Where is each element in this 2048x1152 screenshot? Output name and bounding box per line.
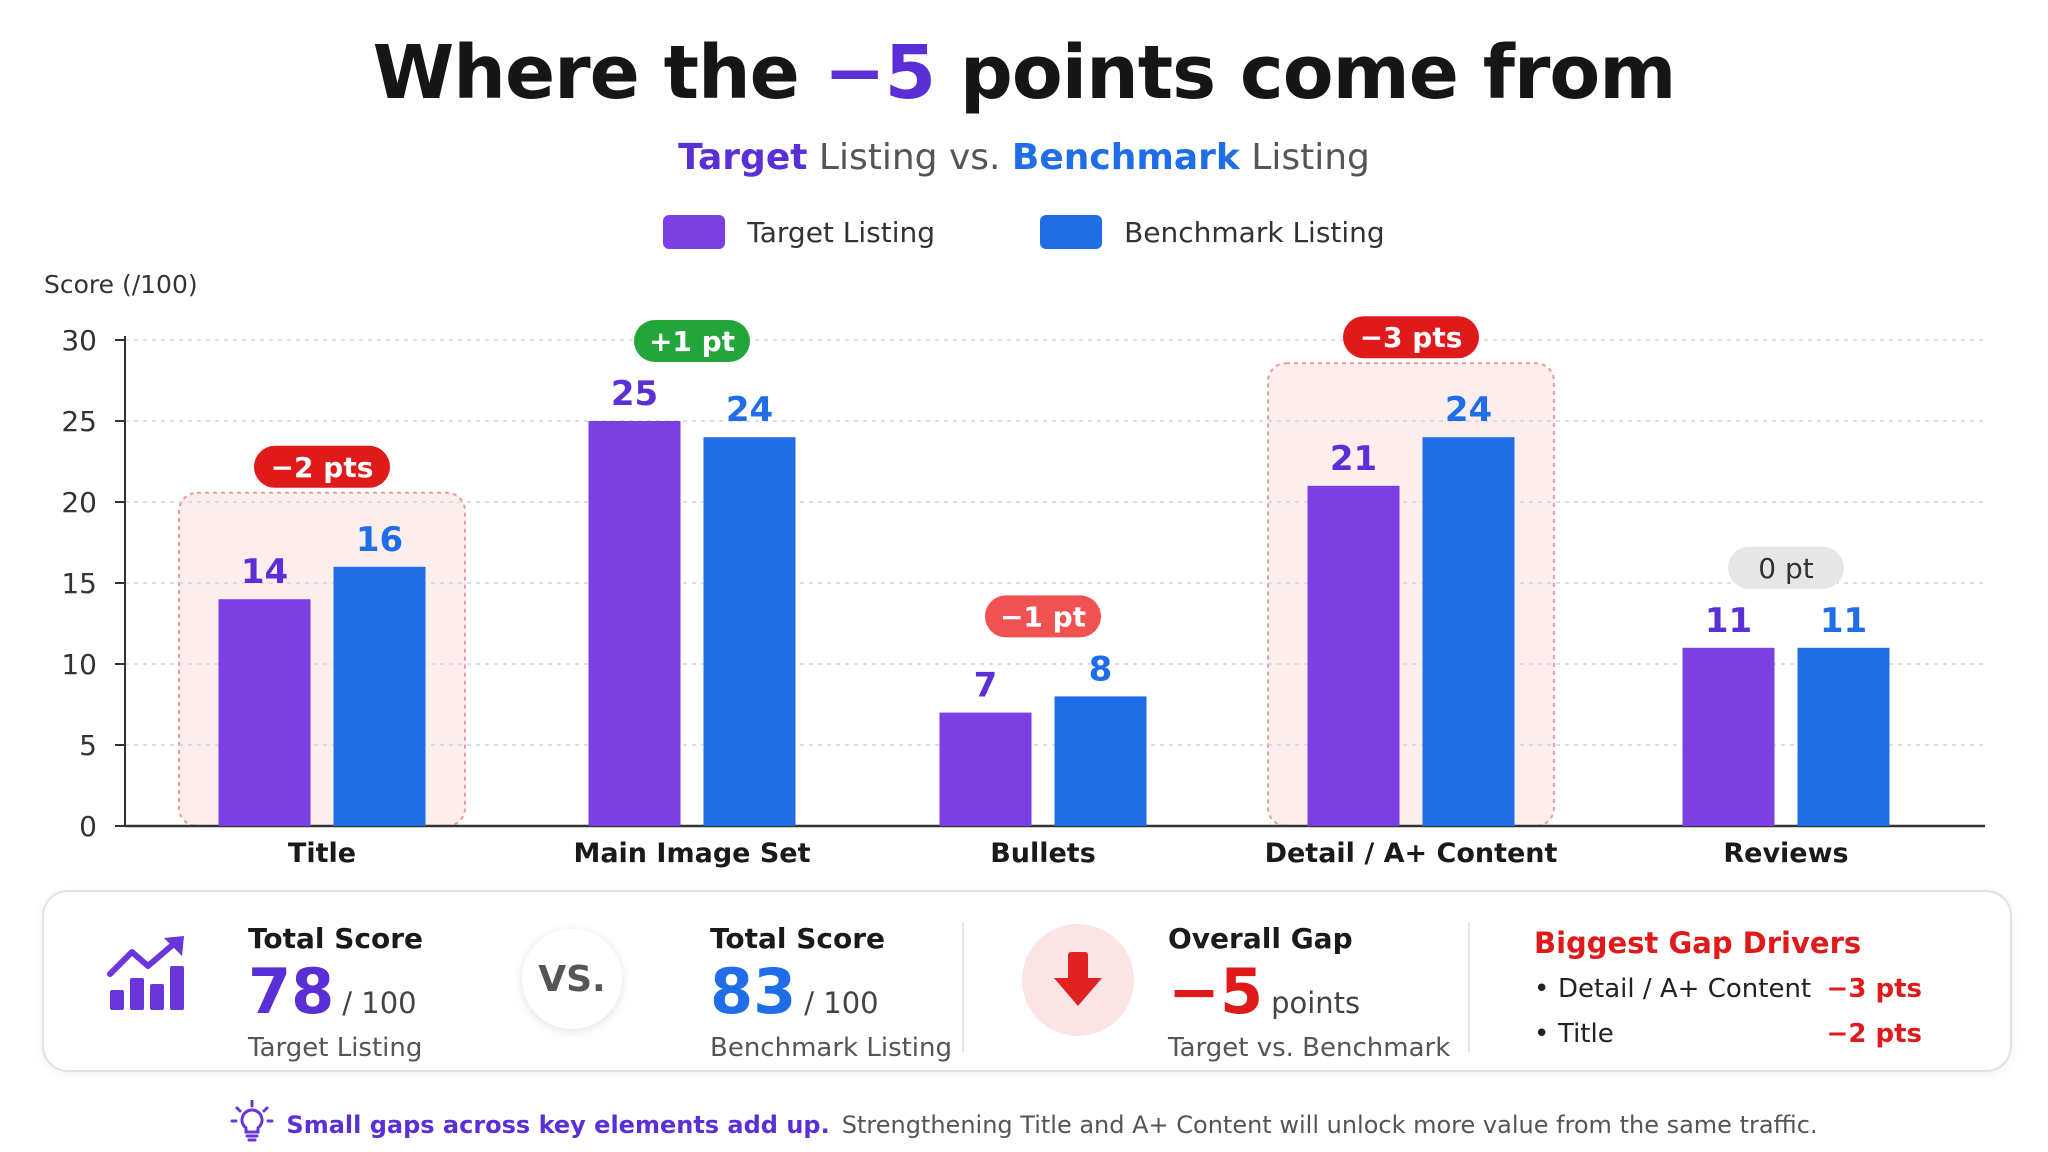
x-tick-label: Reviews [1723, 838, 1848, 869]
y-tick-label: 15 [61, 567, 97, 600]
legend-label-target: Target Listing [747, 215, 936, 249]
legend-swatch-target [663, 215, 726, 249]
gap-badge [254, 445, 390, 488]
bar-target [1682, 647, 1775, 826]
y-axis-label: Score (/100) [44, 270, 198, 299]
legend-item-benchmark: Benchmark Listing [1040, 215, 1385, 249]
footnote-text: Strengthening Title and A+ Content will … [841, 1111, 1818, 1139]
summary-divider [1468, 922, 1470, 1052]
y-tick-label: 0 [79, 810, 97, 843]
arrow-down-icon [1054, 952, 1102, 1006]
benchmark-total-caption: Benchmark Listing [710, 1033, 953, 1063]
gap-badge [985, 595, 1101, 638]
bar-target [588, 421, 681, 826]
gap-driver-value: −3 pts [1826, 974, 1922, 1004]
x-tick-label: Title [288, 838, 356, 869]
bar-value-label: 7 [974, 666, 998, 706]
bar-target [1307, 485, 1400, 826]
target-total-caption: Target Listing [248, 1033, 423, 1063]
gap-driver-name: Detail / A+ Content [1558, 974, 1812, 1004]
summary-card: Total Score 78/ 100 Target Listing VS. T… [42, 890, 2012, 1072]
bar-value-label: 11 [1705, 601, 1752, 641]
benchmark-total-block: Total Score 83/ 100 Benchmark Listing [710, 922, 952, 1063]
gap-badge-label: +1 pt [649, 325, 735, 358]
overall-gap-unit: points [1271, 986, 1361, 1020]
bar-value-label: 8 [1089, 649, 1113, 689]
bar-chart: 0 5 10 15 20 25 30 14 25 7 21 11 16 24 8 24 11 Title Main … [61, 316, 1985, 869]
bar-value-label: 25 [611, 374, 658, 414]
target-total-score: 78 [248, 955, 335, 1028]
target-total-out-of: / 100 [342, 986, 417, 1020]
bullet-icon: • [1534, 1019, 1550, 1049]
overall-gap-caption: Target vs. Benchmark [1168, 1033, 1451, 1063]
gap-driver-item: • Title −2 pts [1534, 1015, 1922, 1060]
bar-benchmark [333, 566, 426, 826]
bar-value-label: 24 [1445, 390, 1492, 430]
benchmark-total-out-of: / 100 [804, 986, 879, 1020]
gap-drivers-block: Biggest Gap Drivers • Detail / A+ Conten… [1534, 926, 1922, 1060]
benchmark-total-label: Total Score [710, 922, 886, 955]
bar-target [218, 599, 311, 826]
gap-drivers-title: Biggest Gap Drivers [1534, 926, 1862, 960]
overall-gap-label: Overall Gap [1168, 922, 1353, 955]
x-tick-label: Bullets [990, 838, 1096, 869]
y-tick-label: 10 [61, 648, 97, 681]
bar-value-label: 21 [1330, 439, 1377, 479]
chart-legend: Target Listing Benchmark Listing [0, 215, 2048, 249]
bar-value-label: 11 [1820, 601, 1867, 641]
target-total-block: Total Score 78/ 100 Target Listing [248, 922, 423, 1063]
bar-target [939, 712, 1032, 826]
bullet-icon: • [1534, 974, 1550, 1004]
chart-subtitle: Target Listing vs. Benchmark Listing [678, 137, 1370, 178]
gap-badge-label: −1 pt [1000, 600, 1086, 633]
gap-badge [1343, 316, 1479, 359]
gap-driver-item: • Detail / A+ Content −3 pts [1534, 970, 1922, 1015]
bar-value-label: 14 [241, 552, 288, 592]
y-tick-label: 30 [61, 324, 97, 357]
benchmark-total-score: 83 [710, 955, 797, 1028]
legend-label-benchmark: Benchmark Listing [1124, 215, 1385, 249]
trend-up-icon [106, 934, 186, 1018]
bar-benchmark [703, 437, 796, 826]
legend-item-target: Target Listing [663, 215, 935, 249]
legend-swatch-benchmark [1040, 215, 1103, 249]
bar-value-label: 24 [726, 390, 773, 430]
gap-badge-label: −3 pts [1360, 321, 1463, 354]
bar-benchmark [1054, 696, 1147, 826]
y-tick-label: 20 [61, 486, 97, 519]
overall-gap-value: −5 [1168, 955, 1264, 1028]
overall-gap-block: Overall Gap −5 points Target vs. Benchmar… [1168, 922, 1450, 1063]
x-tick-label: Detail / A+ Content [1265, 838, 1558, 869]
gap-badge-label: −2 pts [271, 451, 374, 484]
gap-badge-label: 0 pt [1758, 552, 1813, 585]
x-tick-label: Main Image Set [573, 838, 810, 869]
y-tick-label: 5 [79, 729, 97, 762]
bar-value-label: 16 [356, 520, 403, 560]
gap-badge [1728, 546, 1844, 589]
gap-driver-name: Title [1558, 1019, 1614, 1049]
gap-driver-value: −2 pts [1826, 1019, 1922, 1049]
bar-benchmark [1422, 437, 1515, 826]
gap-badge [1022, 924, 1134, 1036]
gap-badge [634, 320, 750, 362]
footnote: Small gaps across key elements add up. S… [0, 1099, 2048, 1150]
target-total-label: Total Score [248, 922, 424, 955]
summary-divider [962, 922, 964, 1052]
y-tick-label: 25 [61, 405, 97, 438]
lightbulb-icon [230, 1099, 274, 1150]
chart-title: Where the −5 points come from [372, 30, 1677, 116]
vs-badge: VS. [522, 929, 622, 1029]
footnote-emphasis: Small gaps across key elements add up. [286, 1111, 830, 1139]
bar-benchmark [1797, 647, 1890, 826]
